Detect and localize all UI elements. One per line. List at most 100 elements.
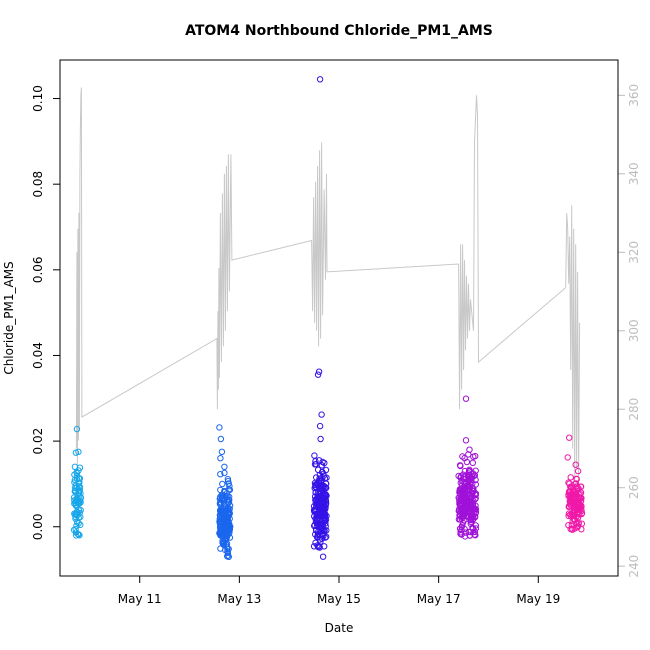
secondary-series-line <box>75 87 581 480</box>
y2-tick-label: 360 <box>627 84 641 107</box>
data-point <box>74 519 81 526</box>
data-point <box>224 549 232 557</box>
data-point <box>221 469 228 477</box>
data-point <box>459 453 466 460</box>
data-point <box>314 522 321 529</box>
data-point <box>314 371 322 378</box>
data-point <box>217 471 224 478</box>
data-point <box>471 491 479 498</box>
chart-title: ATOM4 Northbound Chloride_PM1_AMS <box>185 23 493 39</box>
data-point <box>216 524 224 531</box>
data-point <box>465 492 473 500</box>
data-point <box>219 480 226 488</box>
data-point <box>317 511 324 518</box>
y2-tick-label: 320 <box>627 241 641 264</box>
data-point <box>217 486 224 494</box>
data-point <box>466 532 474 539</box>
data-point <box>319 458 326 466</box>
secondary-series-layer <box>75 87 581 480</box>
y2-tick-label: 280 <box>627 398 641 421</box>
data-point <box>468 510 476 517</box>
data-point <box>315 457 323 464</box>
data-point <box>461 525 468 533</box>
data-point <box>318 512 325 519</box>
data-point <box>472 522 479 529</box>
data-point <box>73 508 80 516</box>
data-point <box>224 506 231 514</box>
data-point <box>224 553 231 560</box>
data-point <box>467 528 474 536</box>
data-point <box>455 507 462 515</box>
data-point <box>578 520 585 527</box>
y-tick-label: 0.10 <box>31 85 45 112</box>
data-point <box>469 459 476 466</box>
data-point <box>469 516 476 524</box>
y-axis-label: Chloride_PM1_AMS <box>2 261 16 374</box>
y2-tick-label: 260 <box>627 476 641 499</box>
data-point <box>320 484 327 491</box>
data-point <box>321 510 329 518</box>
data-point <box>466 516 473 524</box>
data-point <box>321 491 328 498</box>
y-tick-label: 0.06 <box>31 256 45 283</box>
data-point <box>467 513 474 521</box>
data-point <box>320 498 328 506</box>
data-point <box>77 507 84 514</box>
data-point <box>318 492 325 499</box>
data-point <box>456 512 464 519</box>
x-tick-label: May 19 <box>516 592 560 606</box>
y2-tick-label: 240 <box>627 555 641 578</box>
data-point <box>223 530 231 537</box>
data-point <box>75 487 82 495</box>
x-tick-label: May 13 <box>217 592 261 606</box>
data-point <box>72 502 80 509</box>
data-point <box>224 499 232 506</box>
data-point <box>71 484 79 491</box>
data-point <box>220 510 228 517</box>
data-point <box>573 506 581 513</box>
data-point <box>216 530 223 537</box>
data-point <box>463 458 471 466</box>
data-point <box>217 435 225 443</box>
data-point <box>316 422 324 430</box>
data-point <box>311 452 318 459</box>
data-point <box>467 494 474 501</box>
data-point <box>565 503 573 510</box>
data-point <box>71 471 78 478</box>
x-tick-label: May 15 <box>317 592 361 606</box>
data-point <box>461 467 469 475</box>
data-point <box>225 545 232 553</box>
data-point <box>217 455 224 462</box>
data-point <box>577 483 585 490</box>
data-point <box>574 467 582 475</box>
data-point <box>318 462 326 469</box>
data-point <box>566 434 573 441</box>
data-point <box>221 463 228 470</box>
data-point <box>218 448 226 455</box>
data-point <box>467 474 474 481</box>
points-layer <box>70 76 586 561</box>
data-point <box>75 448 82 455</box>
data-point <box>458 482 466 489</box>
data-point <box>322 480 330 487</box>
data-point <box>472 495 479 503</box>
data-point <box>472 525 480 532</box>
data-point <box>225 486 233 493</box>
data-point <box>74 530 82 538</box>
data-point <box>312 483 319 490</box>
data-point <box>217 545 224 552</box>
y2-tick-label: 300 <box>627 319 641 342</box>
data-point <box>323 484 330 492</box>
data-point <box>216 424 223 431</box>
data-point <box>317 435 324 443</box>
data-point <box>320 504 327 512</box>
data-point <box>316 515 324 523</box>
x-tick-label: May 17 <box>417 592 461 606</box>
data-point <box>70 494 78 501</box>
data-point <box>577 497 585 505</box>
y2-tick-label: 340 <box>627 162 641 185</box>
data-point <box>312 461 320 468</box>
data-point <box>568 521 575 528</box>
